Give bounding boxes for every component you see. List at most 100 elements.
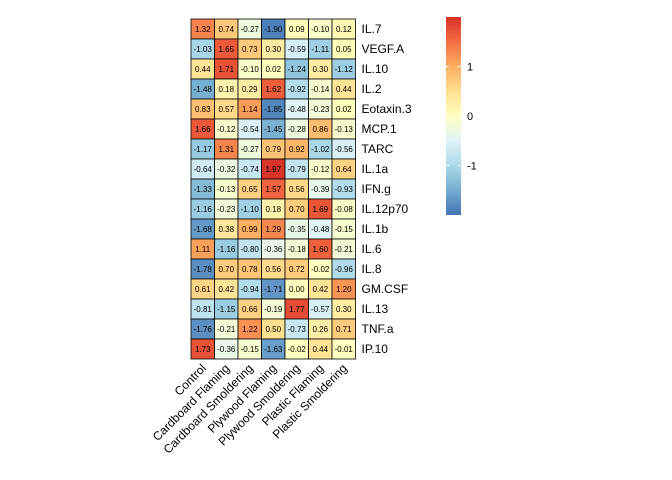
cell-value-label: 1.29 (265, 225, 281, 234)
cell-value-label: -0.39 (311, 185, 330, 194)
row-label: Eotaxin.3 (362, 102, 412, 116)
cell-value-label: -0.21 (217, 325, 236, 334)
cell-value-label: -0.08 (335, 205, 354, 214)
row-label: IL.12p70 (362, 202, 409, 216)
row-label: IL.7 (362, 22, 382, 36)
row-label: TNF.a (362, 322, 394, 336)
cell-value-label: 0.29 (242, 85, 258, 94)
cell-value-label: -1.24 (288, 65, 307, 74)
cell-value-label: -0.19 (264, 305, 283, 314)
cell-value-label: -0.14 (311, 85, 330, 94)
cell-value-label: 0.73 (242, 45, 258, 54)
cell-value-label: -1.33 (194, 185, 213, 194)
cell-value-label: -0.54 (241, 125, 260, 134)
cell-value-label: -0.13 (335, 125, 354, 134)
cell-value-label: 0.83 (195, 105, 211, 114)
row-label: IL.1a (362, 162, 389, 176)
cell-value-label: 0.56 (265, 265, 281, 274)
cell-value-label: -1.78 (194, 265, 213, 274)
cell-value-label: 0.64 (336, 165, 352, 174)
cell-value-label: 0.18 (265, 205, 281, 214)
cell-value-label: 0.70 (218, 265, 234, 274)
cell-value-label: 1.32 (195, 25, 211, 34)
cell-value-label: 1.31 (218, 145, 234, 154)
cell-value-label: -0.32 (217, 165, 236, 174)
cell-value-label: 0.30 (312, 65, 328, 74)
cell-value-label: 0.02 (336, 105, 352, 114)
cell-value-label: 1.60 (312, 245, 328, 254)
cell-value-label: 0.70 (289, 205, 305, 214)
cell-value-label: -1.03 (194, 45, 213, 54)
cell-value-label: 0.44 (336, 85, 352, 94)
cell-value-label: 0.30 (265, 45, 281, 54)
heatmap-cells: 1.32 0.74 -0.27 -1.90 0.09 -0.10 0.12 -1.03 1.65… (190, 18, 356, 360)
cell-value-label: 1.65 (218, 45, 234, 54)
cell-value-label: 0.72 (289, 265, 305, 274)
cell-value-label: 0.26 (312, 325, 328, 334)
cell-value-label: -0.36 (264, 245, 283, 254)
cell-value-label: 0.44 (312, 345, 328, 354)
cell-value-label: 0.79 (265, 145, 281, 154)
row-label: MCP.1 (362, 122, 397, 136)
row-label: IL.13 (362, 302, 389, 316)
cell-value-label: -0.18 (288, 245, 307, 254)
cell-value-label: 1.14 (242, 105, 258, 114)
row-label: IL.1b (362, 222, 389, 236)
legend-tick-label: -1 (467, 161, 477, 173)
cell-value-label: 0.44 (195, 65, 211, 74)
cell-value-label: -0.57 (311, 305, 330, 314)
cell-value-label: -0.23 (217, 205, 236, 214)
cell-value-label: -0.96 (335, 265, 354, 274)
cell-value-label: 1.71 (218, 65, 234, 74)
cell-value-label: 0.92 (289, 145, 305, 154)
cell-value-label: 0.09 (289, 25, 305, 34)
cell-value-label: 0.38 (218, 225, 234, 234)
cell-value-label: 0.50 (265, 325, 281, 334)
cell-value-label: -0.48 (311, 225, 330, 234)
cell-value-label: -1.48 (194, 85, 213, 94)
cell-value-label: 0.30 (336, 305, 352, 314)
cell-value-label: -0.02 (288, 345, 307, 354)
cell-value-label: -0.10 (241, 65, 260, 74)
cell-value-label: -0.93 (335, 185, 354, 194)
cell-value-label: -0.59 (288, 45, 307, 54)
cell-value-label: -0.15 (335, 225, 354, 234)
cell-value-label: -0.92 (288, 85, 307, 94)
cell-value-label: 0.57 (218, 105, 234, 114)
cell-value-label: 1.66 (195, 125, 211, 134)
cell-value-label: -0.01 (335, 345, 354, 354)
cell-value-label: -0.48 (288, 105, 307, 114)
cell-value-label: -0.64 (194, 165, 213, 174)
cell-value-label: -0.12 (311, 165, 330, 174)
cell-value-label: 0.42 (218, 285, 234, 294)
cell-value-label: 1.97 (265, 165, 281, 174)
cell-value-label: -1.63 (264, 345, 283, 354)
cell-value-label: 0.78 (242, 265, 258, 274)
cell-value-label: 0.02 (265, 65, 281, 74)
legend-color-bar (446, 17, 461, 215)
cell-value-label: 1.69 (312, 205, 328, 214)
cell-value-label: 0.66 (242, 305, 258, 314)
cell-value-label: 0.74 (218, 25, 234, 34)
cell-value-label: -0.27 (241, 145, 260, 154)
cell-value-label: -1.12 (335, 65, 354, 74)
cell-value-label: -0.28 (288, 125, 307, 134)
cell-value-label: 0.05 (336, 45, 352, 54)
cell-value-label: -0.80 (241, 245, 260, 254)
row-label: IP.10 (362, 342, 389, 356)
cell-value-label: 0.42 (312, 285, 328, 294)
heatmap-cell (331, 338, 356, 360)
cell-value-label: -0.36 (217, 345, 236, 354)
cell-value-label: -0.10 (311, 25, 330, 34)
cell-value-label: -0.23 (311, 105, 330, 114)
cell-value-label: -1.71 (264, 285, 283, 294)
cell-value-label: 0.12 (336, 25, 352, 34)
cell-value-label: 0.99 (242, 225, 258, 234)
row-label: IL.8 (362, 262, 382, 276)
cell-value-label: -1.45 (264, 125, 283, 134)
row-label: IL.10 (362, 62, 389, 76)
cell-value-label: 0.56 (289, 185, 305, 194)
cell-value-label: 0.61 (195, 285, 211, 294)
